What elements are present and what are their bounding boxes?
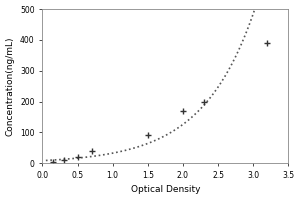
X-axis label: Optical Density: Optical Density (130, 185, 200, 194)
Y-axis label: Concentration(ng/mL): Concentration(ng/mL) (6, 36, 15, 136)
